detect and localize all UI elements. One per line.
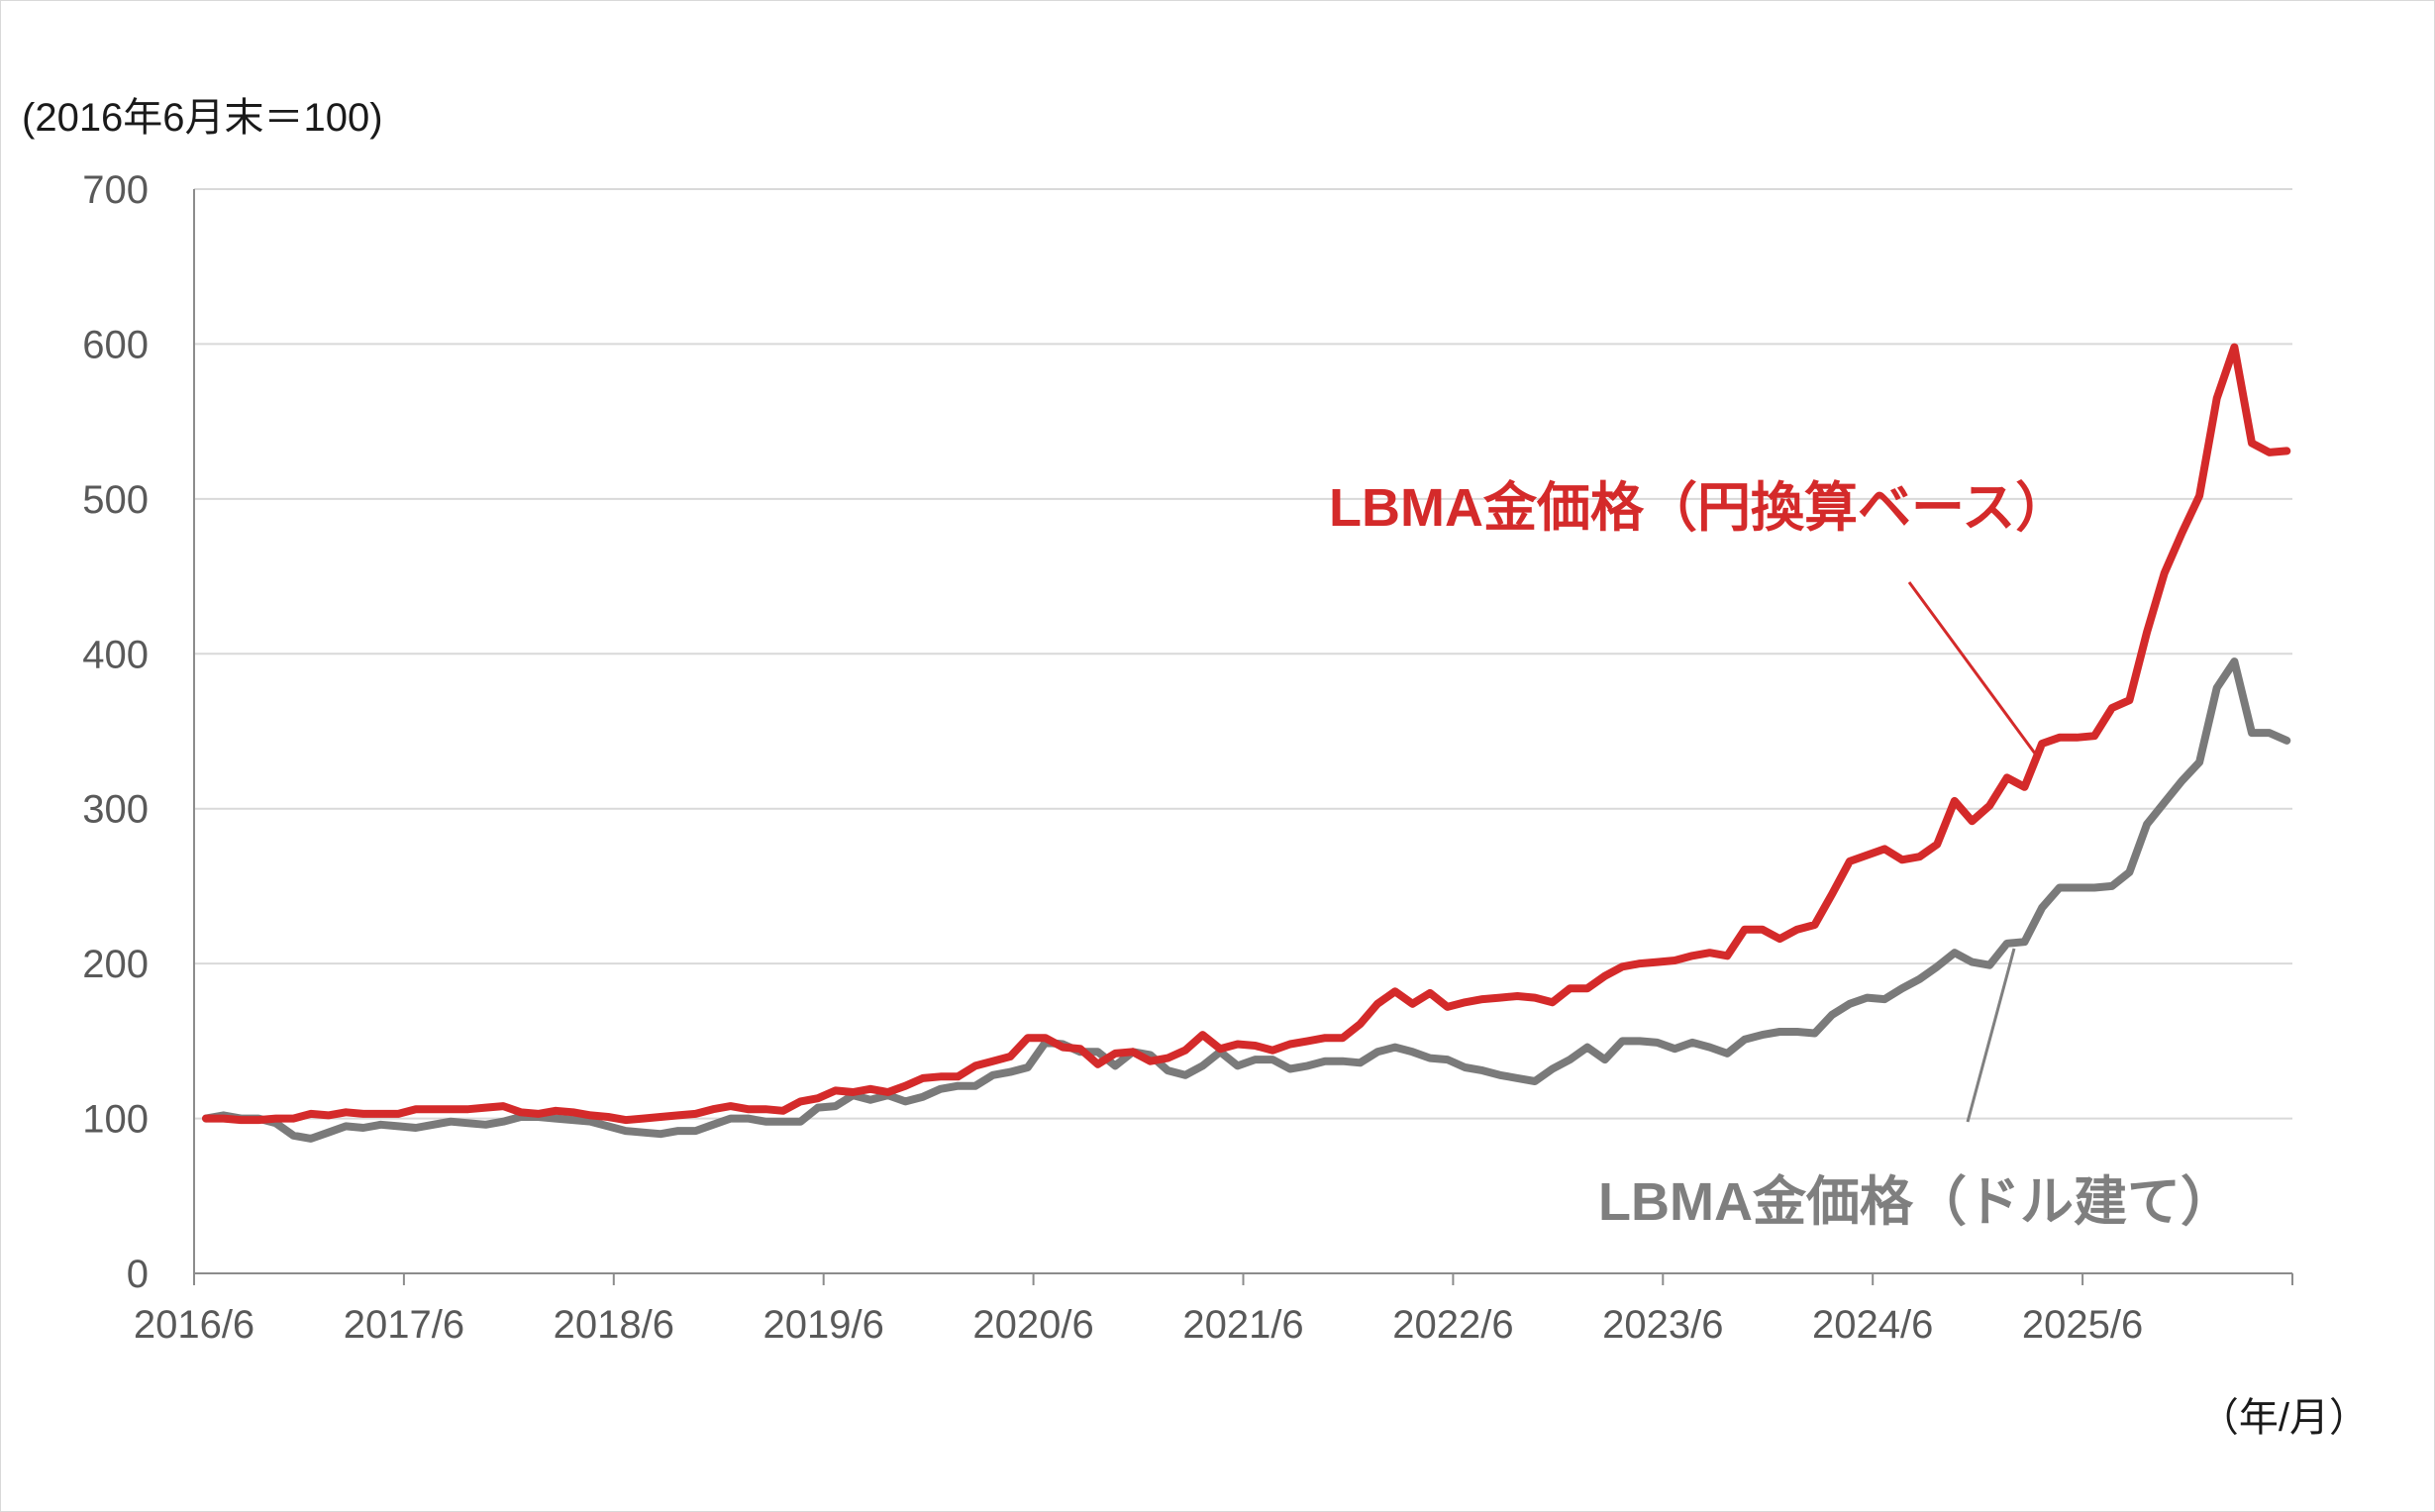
x-tick-label-2017-6: 2017/6 <box>344 1303 464 1347</box>
y-tick-label-300: 300 <box>82 788 149 832</box>
x-axis-unit-label: （年/月） <box>2199 1396 2369 1440</box>
y-axis-unit-label: (2016年6月末＝100) <box>22 96 383 140</box>
x-tick-label-2018-6: 2018/6 <box>554 1303 674 1347</box>
y-tick-label-500: 500 <box>82 478 149 522</box>
y-tick-labels: 0 100 200 300 400 500 600 700 <box>82 168 149 1296</box>
annotations <box>1907 581 2040 1123</box>
series-lines <box>202 343 2291 1143</box>
x-tick-label-2024-6: 2024/6 <box>1812 1303 1933 1347</box>
y-tick-label-0: 0 <box>127 1253 149 1296</box>
callout-line-usd <box>1966 948 2016 1123</box>
callout-line-yen <box>1907 581 2040 758</box>
x-tick-labels: 2016/6 2017/6 2018/6 2019/6 2020/6 2021/6 2022… <box>134 1273 2293 1347</box>
x-tick-label-2020-6: 2020/6 <box>972 1303 1093 1347</box>
x-tick-label-2021-6: 2021/6 <box>1182 1303 1303 1347</box>
y-tick-label-600: 600 <box>82 323 149 366</box>
y-tick-label-400: 400 <box>82 633 149 676</box>
y-tick-label-700: 700 <box>82 168 149 212</box>
series-label-yen: LBMA金価格（円換算ベース） <box>1329 478 2069 538</box>
x-tick-label-2022-6: 2022/6 <box>1392 1303 1513 1347</box>
y-tick-label-200: 200 <box>82 943 149 986</box>
x-tick-label-2016-6: 2016/6 <box>134 1303 254 1347</box>
y-tick-label-100: 100 <box>82 1098 149 1142</box>
series-label-usd: LBMA金価格（ドル建て） <box>1598 1172 2234 1232</box>
series-line-usd <box>202 657 2291 1143</box>
x-tick-label-2019-6: 2019/6 <box>763 1303 884 1347</box>
grid-lines <box>194 188 2292 1120</box>
x-tick-label-2023-6: 2023/6 <box>1602 1303 1723 1347</box>
x-tick-label-2025-6: 2025/6 <box>2022 1303 2143 1347</box>
series-line-yen <box>202 343 2291 1125</box>
